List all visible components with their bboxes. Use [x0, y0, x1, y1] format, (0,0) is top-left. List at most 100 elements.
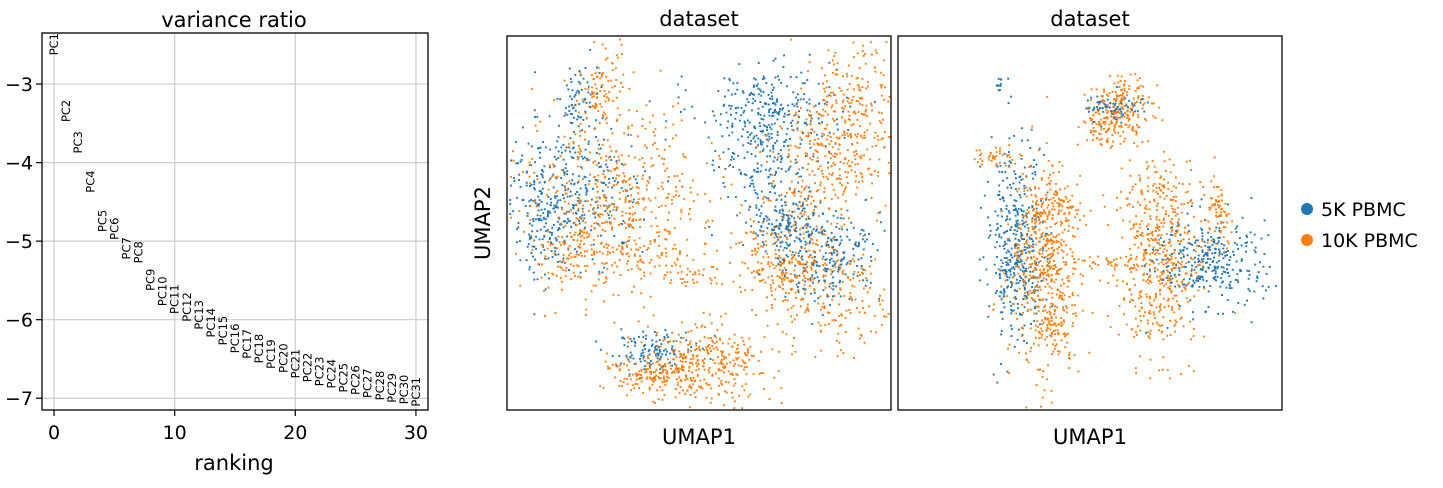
umap-point — [529, 204, 532, 207]
x-tick-label: 10 — [163, 422, 187, 444]
umap-point — [1049, 313, 1052, 316]
umap-point — [787, 220, 790, 223]
umap-point — [765, 82, 768, 84]
umap-point — [1061, 231, 1064, 234]
umap-point — [673, 175, 676, 178]
umap-point — [806, 266, 809, 268]
umap-point — [821, 233, 824, 236]
umap-point — [838, 87, 841, 89]
umap-point — [777, 284, 780, 287]
umap-point — [860, 157, 862, 160]
umap-point — [1005, 242, 1008, 245]
umap-point — [1106, 105, 1109, 108]
umap-point — [1008, 276, 1011, 279]
umap-point — [1035, 163, 1038, 166]
umap-point — [735, 373, 738, 376]
umap-point — [1114, 116, 1117, 119]
umap-point — [517, 222, 520, 224]
umap-point — [675, 340, 678, 342]
umap-point — [643, 218, 645, 221]
umap-point — [858, 86, 861, 89]
umap-point — [852, 41, 855, 44]
umap-point — [813, 261, 816, 264]
umap-point — [633, 337, 635, 340]
umap-point — [736, 344, 739, 346]
umap-point — [814, 182, 816, 184]
umap-point — [1057, 213, 1060, 215]
umap-point — [579, 135, 582, 137]
umap-point — [679, 250, 681, 253]
umap-point — [665, 372, 668, 375]
umap-point — [800, 175, 803, 178]
pc-label: PC6 — [107, 218, 121, 240]
umap-point — [791, 261, 793, 264]
umap-point — [596, 66, 598, 69]
umap-point — [804, 224, 807, 227]
umap-point — [783, 246, 786, 249]
umap-point — [870, 102, 873, 105]
umap-point — [799, 107, 802, 109]
umap-point — [628, 183, 631, 186]
umap-point — [1050, 256, 1053, 259]
umap-point — [664, 384, 667, 386]
umap-point — [1000, 259, 1003, 262]
umap-point — [704, 226, 707, 229]
umap-point — [783, 54, 785, 57]
umap-point — [812, 213, 815, 216]
umap-point — [756, 162, 759, 165]
umap-point — [1051, 208, 1054, 211]
umap-point — [791, 251, 794, 254]
umap-point — [632, 71, 635, 74]
umap-point — [1034, 194, 1037, 197]
umap-point — [844, 200, 847, 203]
umap-point — [639, 377, 641, 379]
umap-point — [834, 142, 837, 144]
umap-point — [685, 376, 688, 379]
umap-point — [824, 252, 827, 255]
umap-point — [1011, 159, 1014, 161]
umap-point — [648, 386, 651, 389]
umap-point — [632, 198, 635, 201]
umap-point — [742, 91, 745, 94]
umap-point — [710, 279, 713, 282]
umap-point — [680, 380, 683, 383]
umap-point — [548, 179, 551, 182]
umap-point — [824, 324, 827, 326]
umap-point — [1050, 287, 1053, 290]
umap-point — [817, 142, 820, 145]
umap-point — [789, 76, 792, 78]
umap-point — [752, 137, 755, 140]
umap-point — [1052, 323, 1055, 326]
umap-point — [803, 247, 806, 250]
umap-point — [727, 120, 730, 123]
umap-point — [1010, 335, 1013, 337]
umap-point — [1105, 93, 1108, 96]
umap-point — [690, 386, 693, 389]
umap-point — [654, 346, 656, 349]
umap-point — [572, 157, 575, 159]
umap-point — [735, 243, 738, 245]
umap-point — [1060, 199, 1062, 202]
umap-point — [659, 377, 662, 379]
umap-point — [596, 179, 599, 182]
umap-point — [658, 256, 661, 259]
umap-point — [1010, 312, 1013, 315]
umap-point — [632, 213, 634, 216]
umap-point — [800, 191, 803, 194]
umap-point — [862, 248, 865, 251]
umap-point — [713, 169, 715, 172]
umap-point — [838, 143, 841, 146]
umap-point — [738, 168, 741, 171]
umap-point — [833, 120, 835, 122]
umap-point — [1028, 166, 1031, 168]
umap-point — [1055, 183, 1057, 185]
umap-point — [680, 111, 682, 113]
umap-point — [578, 246, 581, 249]
y-tick-label: −6 — [5, 310, 33, 332]
umap-point — [584, 130, 586, 133]
umap-points-1 — [509, 38, 891, 410]
umap-point — [781, 212, 784, 215]
umap-point — [618, 355, 621, 358]
umap-point — [773, 226, 775, 229]
umap-point — [1022, 265, 1024, 268]
